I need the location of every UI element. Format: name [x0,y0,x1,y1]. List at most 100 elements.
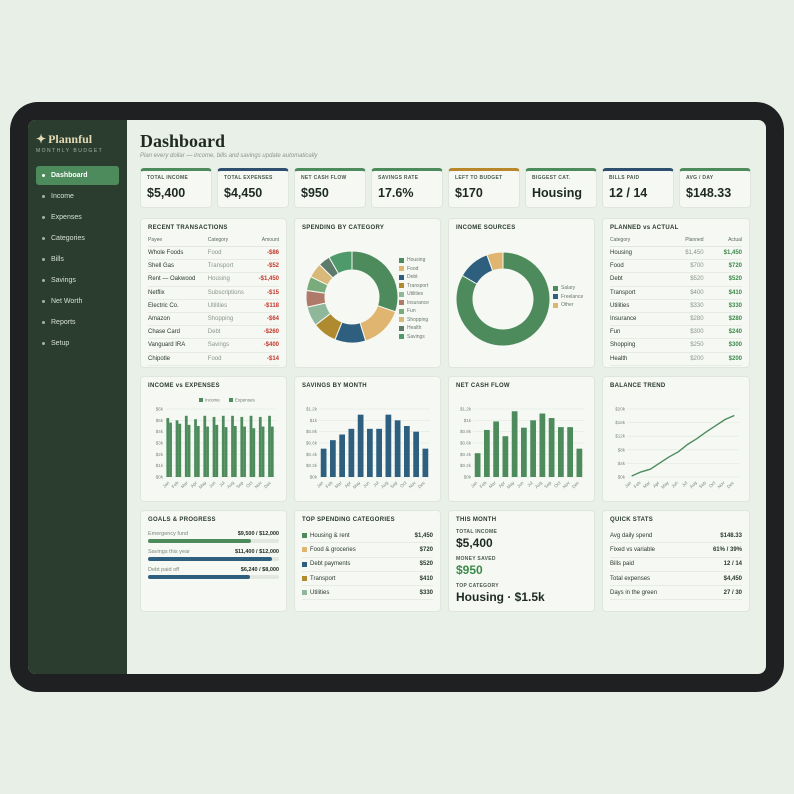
goal-item: Debt paid off $6,240 / $8,000 [148,567,279,579]
table-row[interactable]: Whole Foods Food -$86 [148,246,279,261]
bar[interactable] [474,453,481,477]
donut-slice[interactable] [455,251,551,347]
bar[interactable] [187,424,191,477]
bar[interactable] [231,415,234,477]
bar[interactable] [194,419,197,477]
bar[interactable] [521,427,527,477]
list-item[interactable]: Food & groceries $720 [302,543,433,558]
table-row[interactable]: Health $200 $200 [610,352,742,366]
bar[interactable] [413,431,419,477]
bar[interactable] [212,416,216,477]
x-tick-label: Nov [717,480,727,490]
amount-cell: -$14 [253,352,279,366]
bar[interactable] [320,448,327,477]
bar[interactable] [558,427,564,477]
sidebar-item-reports[interactable]: Reports [36,313,119,332]
bar[interactable] [484,429,490,477]
bar[interactable] [240,416,244,477]
money-saved-label: MONEY SAVED [456,556,496,562]
sidebar-item-bills[interactable]: Bills [36,250,119,269]
table-row[interactable]: Debt $520 $520 [610,272,742,287]
table-row[interactable]: Electric Co. Utilities -$118 [148,299,279,313]
sidebar-item-dashboard[interactable]: Dashboard [36,166,119,185]
table-row[interactable]: Housing $1,450 $1,450 [610,246,742,261]
legend-swatch [399,266,404,272]
bar[interactable] [348,428,355,477]
bar[interactable] [422,448,429,477]
bar[interactable] [206,426,209,477]
bar[interactable] [196,426,200,477]
bar[interactable] [233,426,237,477]
progress-track [148,557,279,561]
table-row[interactable]: Netflix Subscriptions -$15 [148,286,279,300]
list-item[interactable]: Debt payments $520 [302,558,433,572]
bar[interactable] [175,420,179,477]
bar[interactable] [404,426,410,477]
bar[interactable] [224,427,228,477]
donut-slice[interactable] [486,251,504,272]
table-row[interactable]: Shopping $250 $300 [610,338,742,353]
bar[interactable] [539,413,546,477]
bar[interactable] [261,426,265,477]
list-item[interactable]: Housing & rent $1,450 [302,529,433,544]
table-row[interactable]: Amazon Shopping -$64 [148,312,279,327]
table-row[interactable]: Utilities $330 $330 [610,299,742,313]
category-cell: Transport [207,259,254,274]
table-row[interactable]: Transport $400 $410 [610,286,742,300]
bar[interactable] [548,418,555,477]
table-row[interactable]: Shell Gas Transport -$52 [148,259,279,274]
column-header: Amount [253,237,279,247]
sidebar-item-income[interactable]: Income [36,187,119,206]
sidebar-nav: Dashboard Income Expenses Categories Bills Sa… [36,166,119,353]
bar[interactable] [169,422,172,477]
bar[interactable] [567,427,573,477]
bar[interactable] [357,414,364,477]
bar[interactable] [268,415,271,477]
bar[interactable] [243,426,246,477]
bar[interactable] [203,415,207,477]
bar[interactable] [511,411,518,477]
bar[interactable] [502,436,509,477]
bar[interactable] [376,428,382,477]
table-row[interactable]: Insurance $280 $280 [610,312,742,327]
bar[interactable] [270,426,274,477]
bar[interactable] [252,428,256,477]
list-item[interactable]: Utilities $330 [302,586,433,601]
bar[interactable] [258,416,262,477]
bar[interactable] [249,415,253,477]
table-row[interactable]: Fun $300 $240 [610,325,742,340]
donut-slice[interactable] [359,305,397,342]
table-row[interactable]: Chase Card Debt -$260 [148,325,279,340]
table-row[interactable]: Rent — Oakwood Housing -$1,450 [148,272,279,287]
sidebar-item-expenses[interactable]: Expenses [36,208,119,227]
bar[interactable] [184,415,188,477]
total-income-label: TOTAL INCOME [456,529,498,535]
bar[interactable] [330,440,336,477]
table-row[interactable]: Chipotle Food -$14 [148,352,279,366]
planned-table: Category Planned Actual Housing $1,450 $1,… [610,237,742,366]
table-row[interactable]: Food $700 $720 [610,259,742,274]
bar[interactable] [493,421,499,477]
donut-slice[interactable] [328,250,353,275]
goal-name: Debt paid off [148,567,180,573]
list-item[interactable]: Transport $410 [302,572,433,587]
bar[interactable] [166,418,170,477]
bar[interactable] [576,448,583,477]
bar[interactable] [394,420,401,477]
donut-slice[interactable] [351,250,399,313]
bar[interactable] [367,428,373,477]
bar[interactable] [215,424,219,477]
sidebar-item-savings[interactable]: Savings [36,271,119,290]
bar[interactable] [530,420,536,477]
bar[interactable] [178,423,182,477]
bar[interactable] [339,434,345,478]
savings-by-month-card: SAVINGS BY MONTH $0k $0.2k $0.4k $0.6k $0.8k… [294,376,441,502]
bar[interactable] [221,415,225,477]
sidebar-item-categories[interactable]: Categories [36,229,119,248]
sidebar-item-net-worth[interactable]: Net Worth [36,292,119,311]
sidebar-item-setup[interactable]: Setup [36,334,119,353]
savings-chart: $0k $0.2k $0.4k $0.6k $0.8k $1k $1.2k Jan Feb Mar… [306,407,430,490]
bar[interactable] [385,414,392,477]
kpi-label: AVG / DAY [686,175,714,181]
table-row[interactable]: Vanguard IRA Savings -$400 [148,338,279,353]
